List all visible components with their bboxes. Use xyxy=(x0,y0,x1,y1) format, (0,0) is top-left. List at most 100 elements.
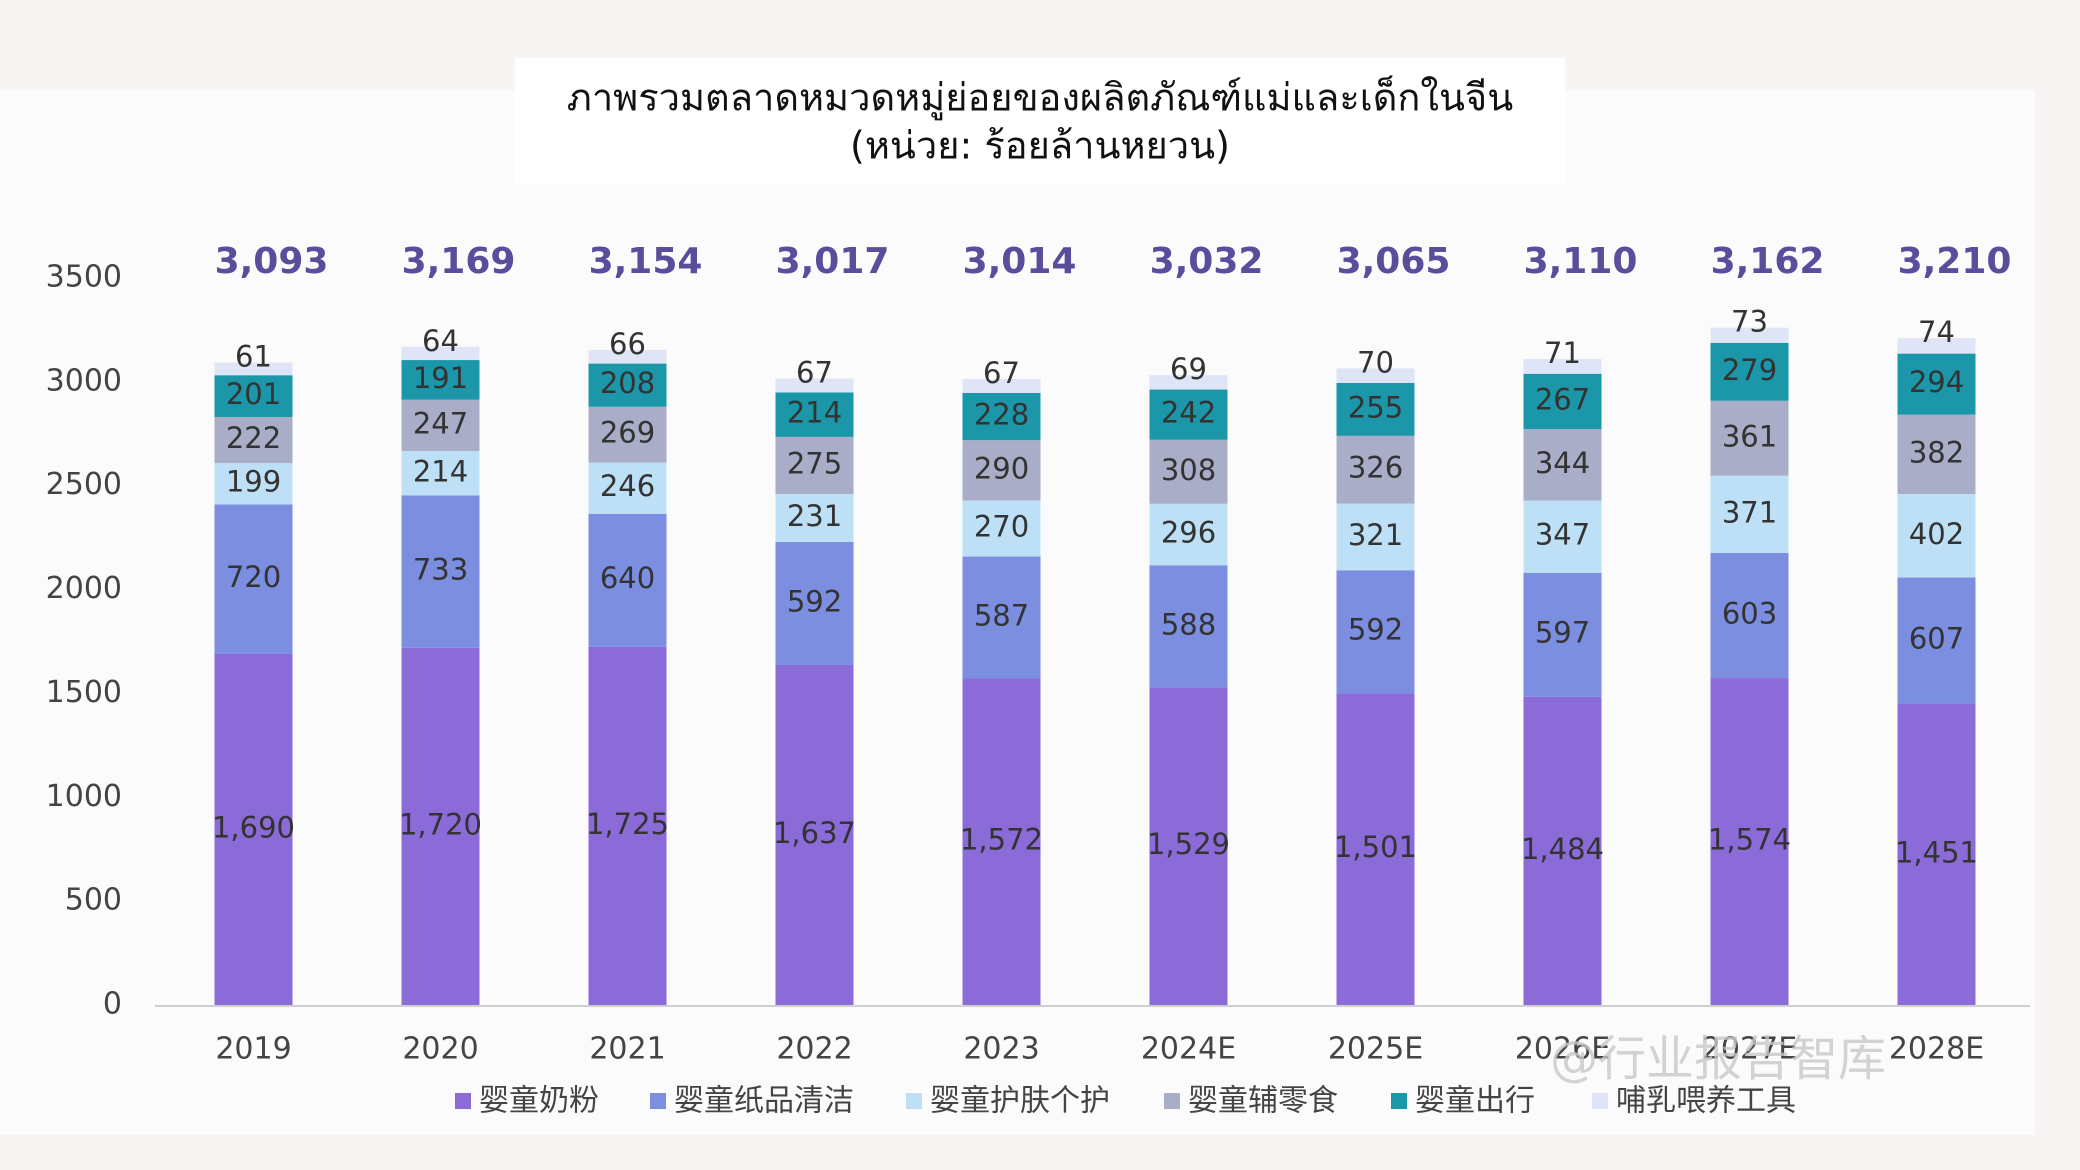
data-label: 1,484 xyxy=(1521,832,1604,866)
legend-swatch xyxy=(1391,1093,1407,1109)
total-label: 3,210 xyxy=(1898,241,2012,282)
bar-segment xyxy=(1149,375,1228,390)
x-tick-label: 2023 xyxy=(963,1032,1039,1067)
bar-segment xyxy=(1897,353,1976,415)
bar-segment xyxy=(1710,678,1789,1005)
data-label: 326 xyxy=(1348,451,1403,485)
data-label: 228 xyxy=(974,398,1029,432)
bar-segment xyxy=(1710,327,1789,343)
data-label: 201 xyxy=(226,377,281,411)
total-label: 3,162 xyxy=(1711,241,1825,282)
bar-segment xyxy=(1523,572,1602,697)
data-label: 607 xyxy=(1909,622,1964,656)
bar-segment xyxy=(775,542,854,665)
bar-segment xyxy=(962,440,1041,501)
bar-segment xyxy=(401,399,480,452)
data-label: 592 xyxy=(787,584,842,618)
bar-segment xyxy=(775,494,854,543)
data-label: 1,529 xyxy=(1147,827,1230,861)
bar-segment xyxy=(1336,570,1415,694)
y-tick-label: 1500 xyxy=(46,675,122,710)
bar-segment xyxy=(775,392,854,437)
bar-segment xyxy=(401,495,480,648)
legend-swatch xyxy=(650,1093,666,1109)
bar-segment xyxy=(1336,435,1415,504)
bar-segment xyxy=(1149,503,1228,566)
chart-title: ภาพรวมตลาดหมวดหมู่ย่อยของผลิตภัณฑ์แม่และ… xyxy=(567,75,1513,121)
data-label: 592 xyxy=(1348,613,1403,647)
y-tick-label: 1000 xyxy=(46,779,122,814)
bar-segment xyxy=(588,646,667,1005)
data-label: 1,637 xyxy=(773,816,856,850)
legend-swatch xyxy=(1592,1093,1608,1109)
y-tick-label: 3500 xyxy=(46,260,122,295)
legend-swatch xyxy=(906,1093,922,1109)
bar-segment xyxy=(1523,500,1602,573)
bar-segment xyxy=(588,349,667,364)
data-label: 73 xyxy=(1731,305,1768,339)
bar-segment xyxy=(1710,342,1789,401)
data-label: 67 xyxy=(983,356,1020,390)
data-label: 603 xyxy=(1722,596,1777,630)
bar-segment xyxy=(214,416,293,464)
data-label: 214 xyxy=(787,396,842,430)
y-tick-label: 2000 xyxy=(46,571,122,606)
x-tick-label: 2022 xyxy=(776,1032,852,1067)
bar-segment xyxy=(214,653,293,1005)
bar-segment xyxy=(1149,439,1228,504)
data-label: 222 xyxy=(226,421,281,455)
bar-segment xyxy=(401,647,480,1005)
data-label: 344 xyxy=(1535,446,1590,480)
bar-segment xyxy=(1897,703,1976,1005)
data-label: 199 xyxy=(226,465,281,499)
data-label: 67 xyxy=(796,356,833,390)
bar-segment xyxy=(214,504,293,654)
data-label: 275 xyxy=(787,446,842,480)
bar-segment xyxy=(1523,359,1602,374)
bar-segment xyxy=(1710,552,1789,679)
bar-segment xyxy=(1336,693,1415,1005)
total-label: 3,065 xyxy=(1337,241,1451,282)
bar-segment xyxy=(1897,338,1976,354)
y-tick-label: 0 xyxy=(103,987,122,1022)
bar-segment xyxy=(1523,696,1602,1005)
x-tick-label: 2024E xyxy=(1141,1032,1236,1067)
data-label: 1,574 xyxy=(1708,823,1791,857)
data-label: 1,720 xyxy=(399,807,482,841)
watermark: @行业报告智库 xyxy=(1550,1031,1886,1087)
legend-label: 婴童护肤个护 xyxy=(930,1084,1110,1119)
data-label: 347 xyxy=(1535,518,1590,552)
data-label: 588 xyxy=(1161,607,1216,641)
legend-label: 婴童出行 xyxy=(1415,1084,1535,1119)
data-label: 214 xyxy=(413,454,468,488)
data-label: 321 xyxy=(1348,518,1403,552)
legend-label: 婴童纸品清洁 xyxy=(674,1084,854,1119)
bar-segment xyxy=(1897,494,1976,578)
title-box xyxy=(515,58,1565,184)
bar-segment xyxy=(401,451,480,496)
data-label: 270 xyxy=(974,510,1029,544)
data-label: 269 xyxy=(600,416,655,450)
data-label: 296 xyxy=(1161,516,1216,550)
total-label: 3,014 xyxy=(963,241,1077,282)
x-tick-label: 2025E xyxy=(1328,1032,1423,1067)
bar-segment xyxy=(1897,414,1976,495)
data-label: 361 xyxy=(1722,419,1777,453)
data-label: 720 xyxy=(226,560,281,594)
bar-segment xyxy=(1897,577,1976,704)
bar-segment xyxy=(775,664,854,1005)
bar-segment xyxy=(1523,373,1602,430)
data-label: 597 xyxy=(1535,616,1590,650)
data-label: 191 xyxy=(413,361,468,395)
bar-segment xyxy=(588,363,667,407)
bar-segment xyxy=(962,500,1041,557)
data-label: 279 xyxy=(1722,353,1777,387)
x-tick-label: 2026E xyxy=(1515,1032,1610,1067)
legend-label: 哺乳喂养工具 xyxy=(1616,1084,1796,1119)
y-tick-label: 3000 xyxy=(46,363,122,398)
bar-segment xyxy=(588,462,667,514)
data-label: 74 xyxy=(1918,315,1955,349)
total-label: 3,110 xyxy=(1524,241,1638,282)
bar-segment xyxy=(962,392,1041,441)
